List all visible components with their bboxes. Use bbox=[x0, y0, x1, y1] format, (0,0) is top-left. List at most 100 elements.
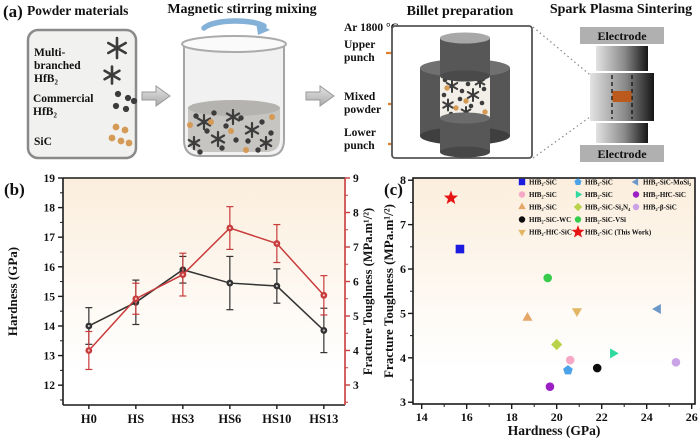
line-chart-plot-area: 12 13 14 15 16 17 18 19 3 4 5 6 7 8 9 H0 HS HS3 HS6 HS10 HS1… bbox=[5, 173, 375, 426]
panel-c-label: (c) bbox=[384, 180, 403, 199]
data-point-center bbox=[181, 273, 184, 276]
x-tick-label: HS3 bbox=[171, 412, 194, 426]
star-particle-icon bbox=[103, 65, 121, 85]
marker-triangle-up bbox=[518, 202, 526, 210]
panel-a-label: (a) bbox=[3, 2, 23, 21]
sps-lower-punch bbox=[596, 123, 648, 143]
data-point-center bbox=[228, 226, 231, 230]
dot-particle-icon bbox=[245, 138, 251, 144]
sps-upper-punch bbox=[596, 46, 648, 71]
stirring-beaker bbox=[181, 18, 287, 157]
tick-label: 3 bbox=[353, 380, 359, 392]
x-tick-label: 26 bbox=[686, 410, 698, 424]
dot-particle-icon bbox=[459, 88, 465, 94]
dot-particle-icon bbox=[479, 100, 485, 106]
beaker-rim bbox=[181, 35, 287, 53]
data-point-center bbox=[322, 294, 325, 297]
tick-label: 12 bbox=[44, 380, 56, 392]
scatter-plot-area: 14 16 18 20 22 24 26 3 4 5 6 7 8 Hardness (GPa) Fractu… bbox=[382, 173, 698, 438]
powder-title: Powder materials bbox=[27, 3, 128, 18]
legend-label: HfB₂-SiC-WC bbox=[529, 216, 571, 224]
process-arrow-icon bbox=[305, 85, 335, 107]
x-tick-label: 14 bbox=[416, 410, 428, 424]
legend-label: HfB₂-SiC (This Work) bbox=[585, 229, 652, 237]
plot-background bbox=[413, 178, 695, 404]
star-particle-icon bbox=[442, 98, 454, 112]
marker-circle bbox=[574, 216, 582, 223]
powder-item-label: branched bbox=[34, 60, 81, 72]
dot-particle-icon bbox=[208, 119, 214, 125]
electrode-bottom-bar bbox=[580, 145, 664, 162]
sps-title: Spark Plasma Sintering bbox=[550, 2, 692, 17]
star-particle-icon bbox=[196, 113, 212, 131]
legend-label: HfB₂-HfC-SiC bbox=[529, 229, 572, 237]
marker-circle bbox=[632, 191, 640, 198]
marker-circle bbox=[565, 355, 575, 365]
tick-label: 4 bbox=[400, 351, 406, 365]
tick-label: 6 bbox=[400, 262, 406, 276]
tick-label: 5 bbox=[353, 311, 359, 323]
dot-particle-icon bbox=[481, 86, 487, 92]
legend-label: HfB₂-SiC-MoSi₂ bbox=[643, 179, 691, 187]
dot-particle-icon bbox=[130, 97, 138, 105]
tick-label: 8 bbox=[353, 207, 359, 219]
dot-particle-icon bbox=[108, 134, 116, 142]
sps-stack: Electrode Electrode bbox=[580, 27, 664, 162]
marker-pentagon bbox=[574, 178, 582, 186]
dot-particle-icon bbox=[112, 102, 120, 110]
dot-particle-icon bbox=[453, 105, 459, 111]
panel-b-label: (b) bbox=[4, 180, 25, 199]
toughness-vs-hardness-scatter: (c) 14 16 18 20 22 24 26 3 4 5 6 7 8 Hardness (GPa) Fr… bbox=[382, 173, 698, 438]
x-tick-label: 20 bbox=[551, 410, 563, 424]
hardness-toughness-line-chart: (b) 12 13 14 15 16 17 18 19 3 4 5 6 7 8 9 H0 HS HS3 HS6 HS1… bbox=[4, 173, 375, 426]
star-particle-icon bbox=[107, 36, 127, 60]
star-particle-icon bbox=[244, 121, 260, 139]
tick-label: 5 bbox=[400, 306, 406, 320]
process-flow-diagram: (a) Powder materials Magnetic stirring m… bbox=[3, 2, 692, 162]
tick-label: 4 bbox=[353, 345, 359, 357]
x-tick-label: 18 bbox=[506, 410, 518, 424]
marker-circle bbox=[592, 363, 602, 373]
dot-particle-icon bbox=[219, 145, 225, 151]
y-axis-label: Fracture Toughness (MPa.m¹/²) bbox=[382, 204, 396, 378]
dot-particle-icon bbox=[124, 94, 132, 102]
dot-particle-icon bbox=[112, 123, 120, 131]
lower-punch-label: punch bbox=[344, 140, 375, 152]
tick-label: 15 bbox=[44, 291, 56, 303]
dot-particle-icon bbox=[117, 137, 125, 145]
dot-particle-icon bbox=[233, 137, 239, 143]
tick-label: 14 bbox=[44, 321, 56, 333]
marker-triangle-down bbox=[518, 229, 526, 237]
x-axis-label: Hardness (GPa) bbox=[508, 423, 601, 438]
atmosphere-label: Ar 1800 °C bbox=[344, 22, 399, 34]
marker-triangle-right bbox=[575, 190, 583, 199]
marker-pentagon bbox=[563, 365, 573, 375]
data-point-center bbox=[134, 297, 137, 300]
upper-punch bbox=[440, 38, 490, 76]
dot-particle-icon bbox=[197, 149, 203, 155]
dot-particle-icon bbox=[228, 128, 234, 134]
x-tick-label: 24 bbox=[641, 410, 653, 424]
dot-particle-icon bbox=[441, 92, 447, 98]
tick-label: 17 bbox=[44, 232, 56, 244]
dot-particle-icon bbox=[468, 103, 474, 109]
tick-label: 6 bbox=[353, 276, 359, 288]
dot-particle-icon bbox=[465, 81, 471, 87]
legend-label: HfB₂-β-SiC bbox=[643, 204, 677, 212]
dot-particle-icon bbox=[457, 96, 463, 102]
upper-punch-top bbox=[440, 32, 490, 44]
star-particle-icon bbox=[210, 130, 226, 148]
stirring-arrow-head-icon bbox=[256, 22, 270, 35]
dot-particle-icon bbox=[204, 128, 210, 134]
legend-label: HfB₂-SiC bbox=[529, 179, 557, 187]
tick-label: 8 bbox=[400, 173, 406, 187]
legend-label: HfB₂-SiC-Si₃N₄ bbox=[585, 204, 631, 212]
tick-label: 9 bbox=[353, 173, 359, 185]
mixed-star-particles-icon bbox=[187, 108, 273, 151]
right-y-axis-label: Fracture Toughness (MPa.m¹/²) bbox=[361, 208, 375, 375]
tick-label: 3 bbox=[400, 395, 406, 409]
dot-particle-icon bbox=[122, 105, 130, 113]
tick-label: 13 bbox=[44, 351, 56, 363]
dot-particle-icon bbox=[259, 119, 265, 125]
lower-punch-bottom bbox=[440, 146, 490, 158]
